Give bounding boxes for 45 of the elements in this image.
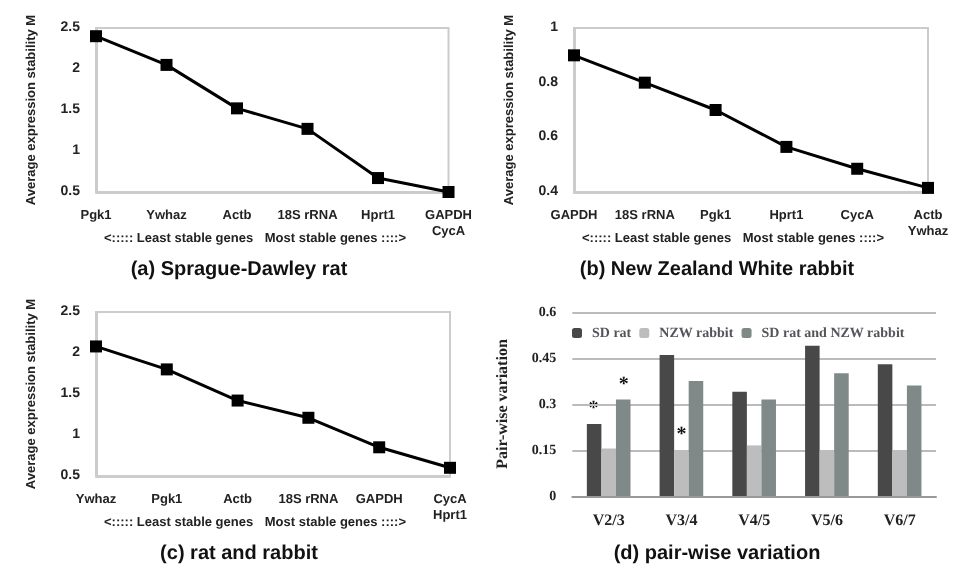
bar (819, 450, 835, 496)
x-tick-label: V6/7 (883, 511, 916, 529)
bar (834, 373, 849, 496)
point (160, 58, 173, 71)
point (302, 411, 315, 424)
point (442, 186, 455, 198)
bar (688, 381, 704, 496)
text: (d) pair-wise variation (613, 543, 821, 565)
point (568, 49, 580, 62)
bar (877, 364, 893, 496)
text: (c) rat and rabbit (160, 543, 320, 565)
text: (b) New Zealand White rabbit (579, 259, 856, 281)
x-tick-label: V4/5 (738, 511, 771, 529)
point (160, 363, 173, 376)
x-tick-label: V5/6 (810, 511, 843, 529)
point (851, 162, 864, 175)
bar (746, 445, 762, 496)
point (231, 102, 244, 115)
point (922, 181, 934, 194)
bar (674, 450, 689, 496)
point (231, 394, 244, 407)
y-axis-title: Pair-wise variation (493, 338, 511, 469)
point (709, 104, 722, 116)
bar (732, 391, 747, 496)
point (780, 140, 793, 153)
point (90, 30, 102, 43)
point (372, 172, 385, 185)
bar (906, 385, 922, 496)
bar (586, 423, 602, 496)
bar (761, 399, 776, 496)
bar (659, 354, 675, 496)
x-tick-label: V3/4 (665, 511, 698, 529)
point (638, 76, 651, 89)
point (90, 340, 102, 353)
bar (601, 448, 616, 496)
annotation: * (676, 424, 687, 447)
point (373, 441, 386, 454)
text: (a) Sprague-Dawley rat (130, 259, 349, 281)
point (444, 461, 456, 474)
point (301, 122, 314, 135)
bar (615, 399, 631, 496)
x-tick-label: V2/3 (592, 511, 625, 529)
bar (892, 450, 907, 496)
annotation: * (618, 373, 629, 396)
bar (805, 345, 820, 496)
